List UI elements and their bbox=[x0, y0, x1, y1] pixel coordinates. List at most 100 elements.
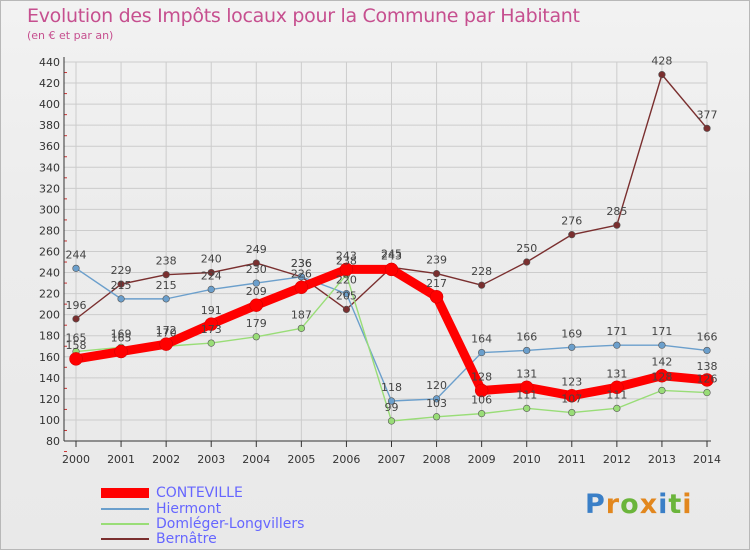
x-tick-label: 2004 bbox=[242, 453, 270, 466]
x-tick-label: 2007 bbox=[378, 453, 406, 466]
x-tick-label: 2001 bbox=[107, 453, 135, 466]
x-tick-label: 2008 bbox=[423, 453, 451, 466]
data-point bbox=[252, 279, 260, 287]
x-tick-label: 2005 bbox=[287, 453, 315, 466]
data-label: 169 bbox=[111, 327, 132, 340]
y-tick-label: 220 bbox=[39, 288, 60, 301]
data-label: 196 bbox=[66, 299, 87, 312]
data-point bbox=[297, 324, 305, 332]
data-point bbox=[72, 264, 80, 272]
legend-label-conteville: CONTEVILLE bbox=[156, 485, 243, 501]
data-label: 118 bbox=[381, 381, 402, 394]
data-point bbox=[478, 281, 486, 289]
data-label: 123 bbox=[561, 376, 582, 389]
data-label: 228 bbox=[471, 265, 492, 278]
data-point bbox=[568, 231, 576, 239]
y-tick-label: 440 bbox=[39, 56, 60, 69]
chart-title: Evolution des Impôts locaux pour la Comm… bbox=[27, 5, 580, 27]
legend-swatch-bernatre bbox=[101, 538, 149, 540]
data-label: 128 bbox=[651, 370, 672, 383]
data-label: 106 bbox=[471, 394, 492, 407]
data-point bbox=[523, 346, 531, 355]
data-label: 103 bbox=[426, 397, 447, 410]
data-point bbox=[703, 124, 711, 132]
data-label: 209 bbox=[246, 285, 267, 298]
y-tick-label: 180 bbox=[39, 330, 60, 343]
data-label: 276 bbox=[561, 215, 582, 228]
data-label: 99 bbox=[385, 401, 399, 414]
data-label: 164 bbox=[471, 333, 492, 346]
data-point bbox=[387, 417, 396, 425]
data-point bbox=[297, 273, 305, 281]
data-point bbox=[69, 352, 83, 366]
data-point bbox=[207, 339, 215, 347]
data-point bbox=[523, 258, 531, 266]
data-label: 179 bbox=[246, 317, 267, 330]
data-label: 285 bbox=[606, 205, 627, 218]
y-tick-label: 260 bbox=[39, 246, 60, 259]
data-point bbox=[384, 262, 399, 277]
data-point bbox=[72, 315, 80, 323]
x-tick-label: 2010 bbox=[513, 453, 541, 466]
y-tick-label: 240 bbox=[39, 267, 60, 280]
data-point bbox=[523, 404, 531, 412]
data-point bbox=[700, 373, 714, 387]
data-label: 172 bbox=[156, 324, 177, 337]
data-point bbox=[703, 346, 711, 355]
data-label: 120 bbox=[426, 379, 447, 392]
data-label: 215 bbox=[156, 279, 177, 292]
y-tick-label: 140 bbox=[39, 372, 60, 385]
data-point bbox=[252, 333, 260, 341]
x-tick-label: 2014 bbox=[693, 453, 721, 466]
y-tick-label: 200 bbox=[39, 309, 60, 322]
data-point bbox=[658, 386, 666, 395]
data-point bbox=[207, 285, 215, 294]
data-point bbox=[655, 368, 669, 383]
data-point bbox=[294, 280, 309, 295]
data-label: 128 bbox=[471, 370, 492, 383]
data-label: 377 bbox=[697, 108, 718, 121]
data-label: 220 bbox=[336, 274, 357, 287]
legend-swatch-conteville bbox=[101, 488, 149, 498]
data-label: 111 bbox=[516, 388, 537, 401]
x-tick-label: 2013 bbox=[648, 453, 676, 466]
logo-letter: o bbox=[620, 489, 640, 520]
data-point bbox=[387, 397, 396, 405]
data-label: 239 bbox=[426, 254, 447, 267]
data-point bbox=[568, 408, 576, 417]
data-label: 173 bbox=[201, 323, 222, 336]
legend-swatch-domleger-longvillers bbox=[101, 523, 149, 525]
data-label: 249 bbox=[246, 243, 267, 256]
data-point bbox=[474, 383, 489, 398]
y-tick-label: 100 bbox=[39, 414, 60, 427]
data-point bbox=[568, 343, 576, 351]
data-label: 245 bbox=[381, 247, 402, 260]
data-label: 217 bbox=[426, 277, 447, 290]
y-tick-label: 280 bbox=[39, 224, 60, 237]
legend-label-domleger-longvillers: Domléger-Longvillers bbox=[156, 516, 305, 532]
data-label: 226 bbox=[291, 267, 312, 280]
logo-letter: t bbox=[668, 489, 683, 520]
logo-letter: r bbox=[605, 489, 621, 520]
y-tick-label: 300 bbox=[39, 203, 60, 216]
data-point bbox=[432, 413, 441, 421]
data-label: 191 bbox=[201, 304, 222, 317]
y-tick-label: 340 bbox=[39, 161, 60, 174]
data-label: 187 bbox=[291, 308, 312, 321]
y-tick-label: 400 bbox=[39, 98, 60, 111]
data-point bbox=[429, 290, 444, 304]
x-tick-label: 2011 bbox=[558, 453, 586, 466]
x-tick-label: 2003 bbox=[197, 453, 225, 466]
data-label: 171 bbox=[606, 325, 627, 338]
data-point bbox=[703, 388, 711, 397]
data-point bbox=[658, 71, 666, 79]
data-label: 107 bbox=[561, 393, 582, 406]
data-point bbox=[519, 380, 534, 395]
data-label: 165 bbox=[66, 332, 87, 345]
data-label: 158 bbox=[66, 339, 87, 352]
data-label: 243 bbox=[381, 249, 402, 262]
data-point bbox=[342, 305, 351, 314]
logo-letter: x bbox=[639, 489, 659, 520]
data-label: 205 bbox=[336, 289, 357, 302]
legend-label-hiermont: Hiermont bbox=[156, 501, 222, 517]
